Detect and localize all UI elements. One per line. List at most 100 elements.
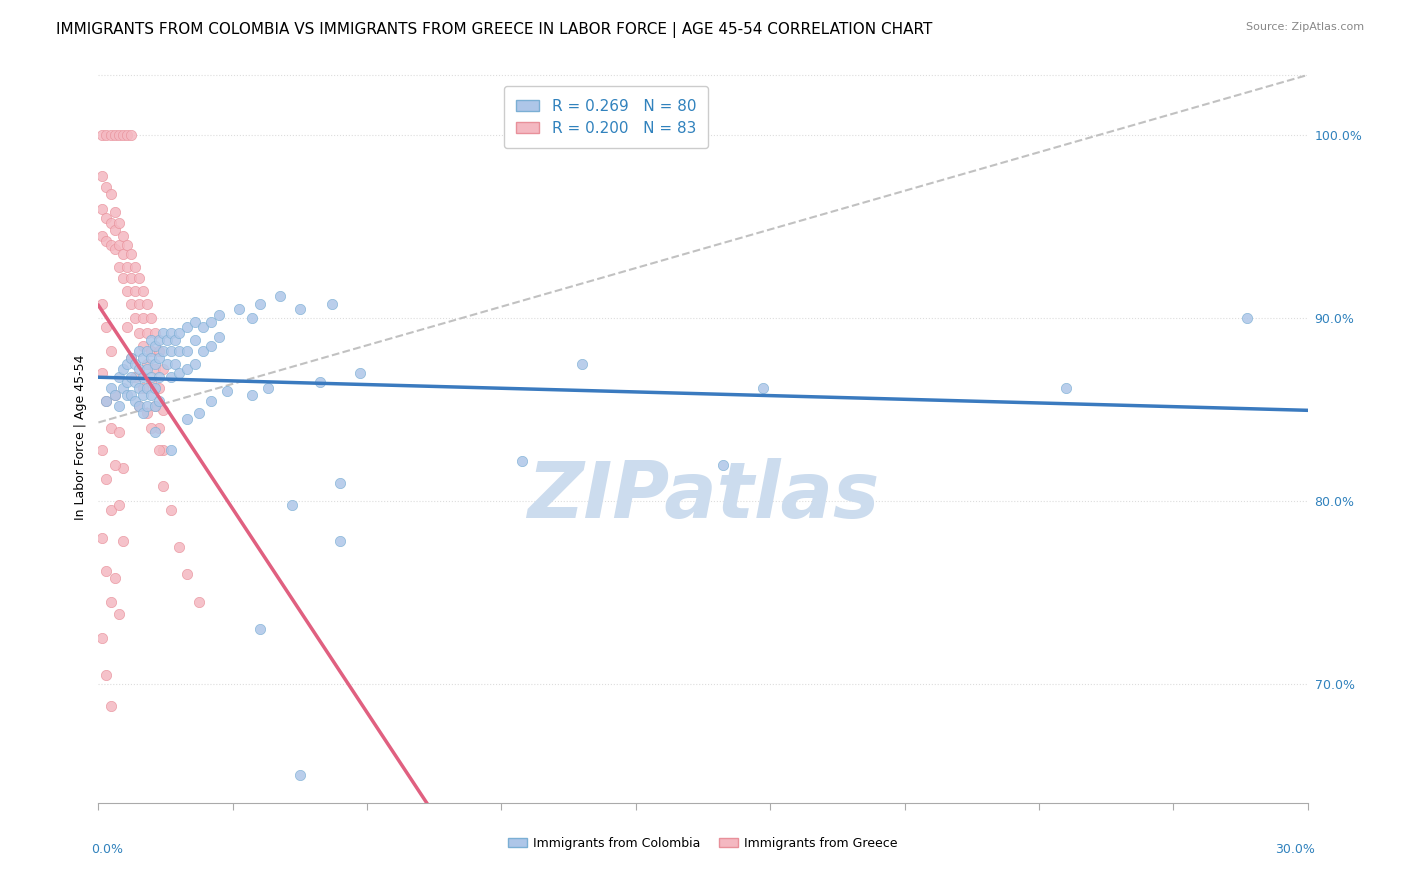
- Point: [124, 311, 146, 326]
- Point: [107, 260, 129, 274]
- Point: [124, 357, 146, 371]
- Point: [329, 534, 352, 549]
- Point: [107, 498, 129, 512]
- Legend: Immigrants from Colombia, Immigrants from Greece: Immigrants from Colombia, Immigrants fro…: [503, 832, 903, 855]
- Point: [100, 186, 122, 201]
- Point: [124, 260, 146, 274]
- Point: [128, 399, 150, 413]
- Point: [107, 425, 129, 439]
- Point: [107, 128, 129, 143]
- Point: [240, 311, 263, 326]
- Point: [228, 301, 250, 317]
- Point: [115, 128, 138, 143]
- Point: [120, 369, 142, 384]
- Text: IMMIGRANTS FROM COLOMBIA VS IMMIGRANTS FROM GREECE IN LABOR FORCE | AGE 45-54 CO: IMMIGRANTS FROM COLOMBIA VS IMMIGRANTS F…: [56, 22, 932, 38]
- Point: [91, 366, 114, 380]
- Point: [100, 238, 122, 252]
- Point: [111, 534, 134, 549]
- Point: [148, 381, 170, 395]
- Point: [103, 223, 125, 237]
- Point: [184, 315, 207, 329]
- Text: 0.0%: 0.0%: [91, 843, 124, 856]
- Point: [193, 320, 215, 334]
- Point: [321, 296, 343, 310]
- Point: [143, 381, 166, 395]
- Point: [111, 271, 134, 285]
- Point: [309, 375, 332, 389]
- Point: [135, 362, 157, 376]
- Point: [200, 393, 222, 408]
- Point: [208, 308, 231, 322]
- Point: [132, 388, 155, 402]
- Point: [115, 357, 138, 371]
- Point: [176, 320, 198, 334]
- Point: [107, 607, 129, 622]
- Point: [143, 338, 166, 352]
- Point: [163, 357, 186, 371]
- Point: [132, 369, 155, 384]
- Point: [752, 381, 775, 395]
- Point: [148, 393, 170, 408]
- Point: [96, 128, 118, 143]
- Point: [139, 369, 162, 384]
- Point: [249, 622, 271, 636]
- Point: [184, 333, 207, 347]
- Point: [167, 540, 190, 554]
- Point: [111, 381, 134, 395]
- Point: [148, 442, 170, 457]
- Point: [96, 667, 118, 681]
- Point: [128, 296, 150, 310]
- Point: [200, 315, 222, 329]
- Point: [163, 333, 186, 347]
- Point: [132, 406, 155, 420]
- Point: [249, 296, 271, 310]
- Point: [139, 351, 162, 366]
- Point: [103, 458, 125, 472]
- Point: [107, 369, 129, 384]
- Point: [100, 344, 122, 359]
- Point: [132, 284, 155, 298]
- Text: ZIPatlas: ZIPatlas: [527, 458, 879, 533]
- Point: [208, 329, 231, 343]
- Point: [103, 388, 125, 402]
- Point: [176, 362, 198, 376]
- Point: [115, 320, 138, 334]
- Point: [288, 768, 311, 782]
- Point: [96, 235, 118, 249]
- Point: [139, 388, 162, 402]
- Point: [148, 344, 170, 359]
- Y-axis label: In Labor Force | Age 45-54: In Labor Force | Age 45-54: [75, 354, 87, 520]
- Point: [200, 338, 222, 352]
- Point: [128, 381, 150, 395]
- Point: [156, 333, 179, 347]
- Point: [115, 238, 138, 252]
- Point: [107, 238, 129, 252]
- Point: [96, 211, 118, 225]
- Point: [111, 247, 134, 261]
- Point: [193, 344, 215, 359]
- Point: [100, 381, 122, 395]
- Point: [103, 205, 125, 219]
- Point: [124, 393, 146, 408]
- Point: [107, 216, 129, 230]
- Point: [143, 425, 166, 439]
- Point: [176, 344, 198, 359]
- Point: [111, 228, 134, 243]
- Point: [135, 406, 157, 420]
- Point: [160, 369, 183, 384]
- Point: [128, 271, 150, 285]
- Point: [128, 399, 150, 413]
- Point: [349, 366, 371, 380]
- Point: [103, 128, 125, 143]
- Point: [91, 296, 114, 310]
- Point: [1236, 311, 1258, 326]
- Point: [167, 326, 190, 340]
- Point: [124, 375, 146, 389]
- Point: [124, 369, 146, 384]
- Point: [120, 247, 142, 261]
- Point: [139, 421, 162, 435]
- Point: [152, 362, 174, 376]
- Point: [115, 260, 138, 274]
- Point: [135, 357, 157, 371]
- Point: [107, 399, 129, 413]
